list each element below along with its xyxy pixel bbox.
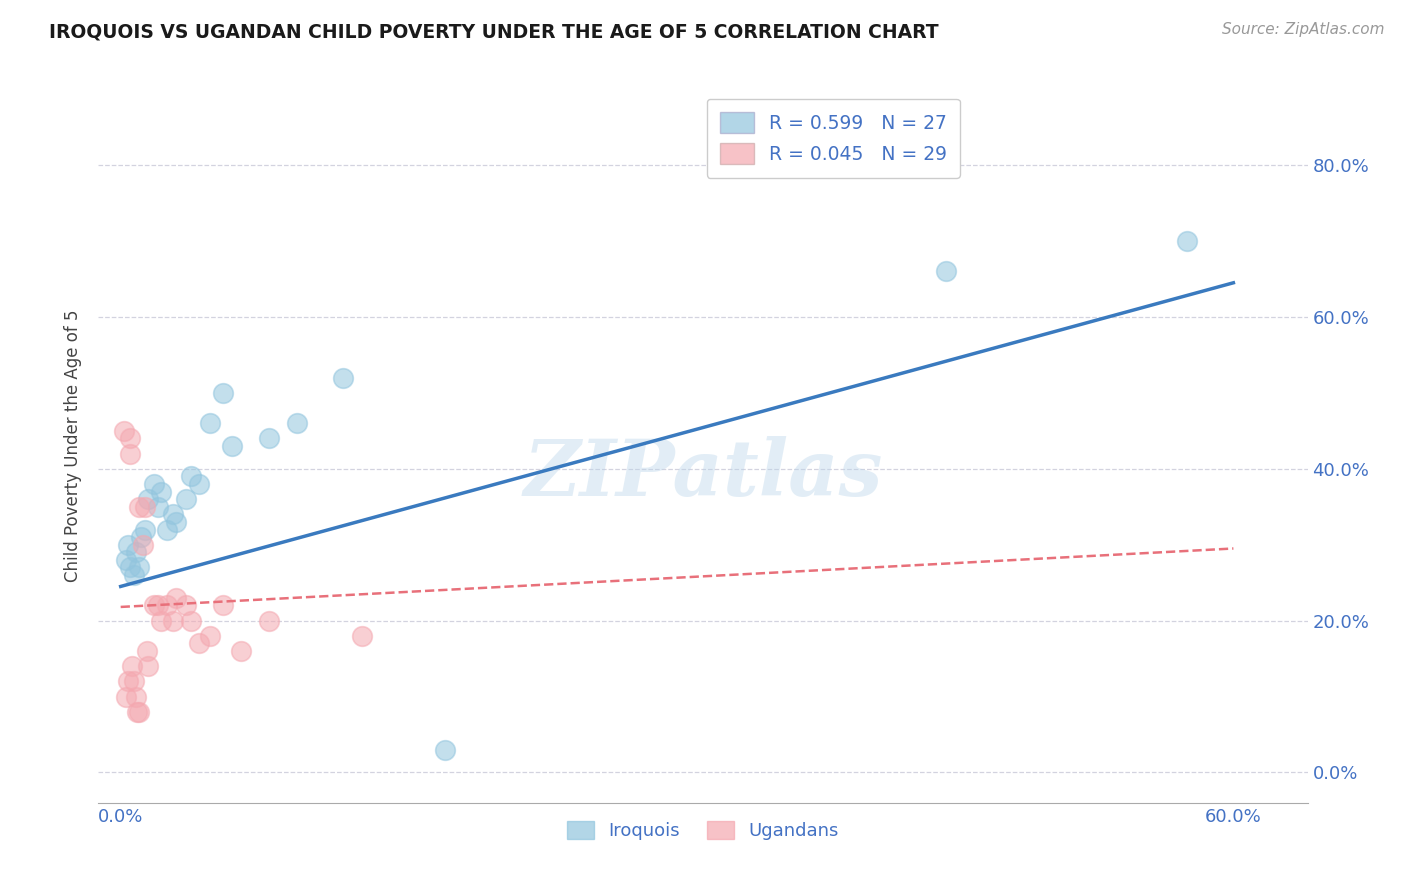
- Point: [165, 515, 187, 529]
- Point: [124, 690, 146, 704]
- Point: [162, 614, 184, 628]
- Point: [143, 477, 166, 491]
- Point: [434, 742, 457, 756]
- Point: [118, 560, 141, 574]
- Point: [187, 477, 209, 491]
- Point: [122, 568, 145, 582]
- Point: [146, 599, 169, 613]
- Point: [332, 370, 354, 384]
- Point: [128, 500, 150, 514]
- Point: [117, 674, 139, 689]
- Point: [198, 416, 221, 430]
- Point: [143, 599, 166, 613]
- Point: [121, 659, 143, 673]
- Point: [127, 705, 149, 719]
- Point: [211, 385, 233, 400]
- Point: [231, 644, 253, 658]
- Point: [187, 636, 209, 650]
- Point: [285, 416, 308, 430]
- Point: [211, 599, 233, 613]
- Point: [132, 538, 155, 552]
- Point: [134, 523, 156, 537]
- Point: [156, 599, 179, 613]
- Point: [156, 523, 179, 537]
- Point: [165, 591, 187, 605]
- Point: [138, 492, 160, 507]
- Point: [112, 424, 135, 438]
- Point: [117, 538, 139, 552]
- Point: [115, 690, 138, 704]
- Point: [935, 264, 957, 278]
- Point: [128, 705, 150, 719]
- Point: [115, 553, 138, 567]
- Legend: Iroquois, Ugandans: Iroquois, Ugandans: [560, 814, 846, 847]
- Point: [122, 674, 145, 689]
- Text: ZIPatlas: ZIPatlas: [523, 436, 883, 513]
- Point: [135, 644, 157, 658]
- Point: [198, 629, 221, 643]
- Point: [124, 545, 146, 559]
- Y-axis label: Child Poverty Under the Age of 5: Child Poverty Under the Age of 5: [65, 310, 83, 582]
- Point: [128, 560, 150, 574]
- Point: [118, 431, 141, 445]
- Point: [150, 484, 173, 499]
- Point: [129, 530, 152, 544]
- Point: [162, 508, 184, 522]
- Point: [221, 439, 243, 453]
- Point: [180, 614, 202, 628]
- Point: [138, 659, 160, 673]
- Point: [150, 614, 173, 628]
- Point: [350, 629, 373, 643]
- Point: [134, 500, 156, 514]
- Point: [180, 469, 202, 483]
- Point: [174, 599, 197, 613]
- Point: [146, 500, 169, 514]
- Point: [257, 431, 280, 445]
- Point: [174, 492, 197, 507]
- Point: [118, 447, 141, 461]
- Point: [257, 614, 280, 628]
- Text: Source: ZipAtlas.com: Source: ZipAtlas.com: [1222, 22, 1385, 37]
- Text: IROQUOIS VS UGANDAN CHILD POVERTY UNDER THE AGE OF 5 CORRELATION CHART: IROQUOIS VS UGANDAN CHILD POVERTY UNDER …: [49, 22, 939, 41]
- Point: [1175, 234, 1198, 248]
